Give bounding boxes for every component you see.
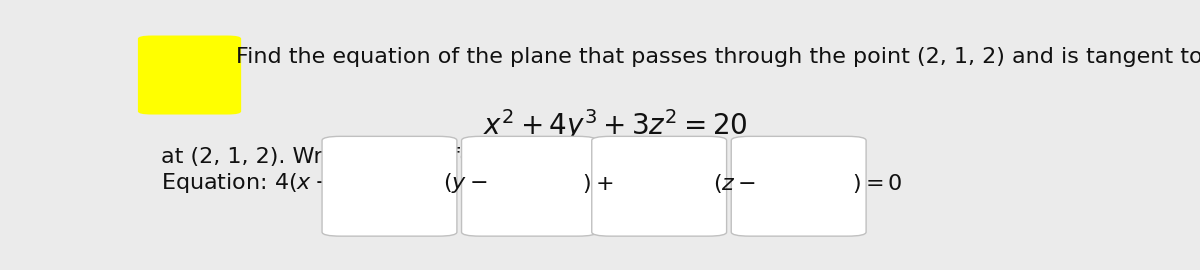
FancyBboxPatch shape [322,136,457,236]
Text: $(y-$: $(y-$ [443,171,487,195]
Text: $x^2 + 4y^3 + 3z^2 = 20$: $x^2 + 4y^3 + 3z^2 = 20$ [482,107,748,143]
FancyBboxPatch shape [462,136,596,236]
Text: at (2, 1, 2). Write it in the form indicated below.: at (2, 1, 2). Write it in the form indic… [161,147,692,167]
Text: $(z-$: $(z-$ [713,172,756,195]
Text: $)= 0$: $)= 0$ [852,172,902,195]
Text: $)+$: $)+$ [582,172,613,195]
FancyBboxPatch shape [731,136,866,236]
FancyBboxPatch shape [592,136,727,236]
Text: Equation: $4(x - 2)+$: Equation: $4(x - 2)+$ [161,171,383,195]
Text: Find the equation of the plane that passes through the point (2, 1, 2) and is ta: Find the equation of the plane that pass… [235,47,1200,67]
FancyBboxPatch shape [138,36,241,114]
